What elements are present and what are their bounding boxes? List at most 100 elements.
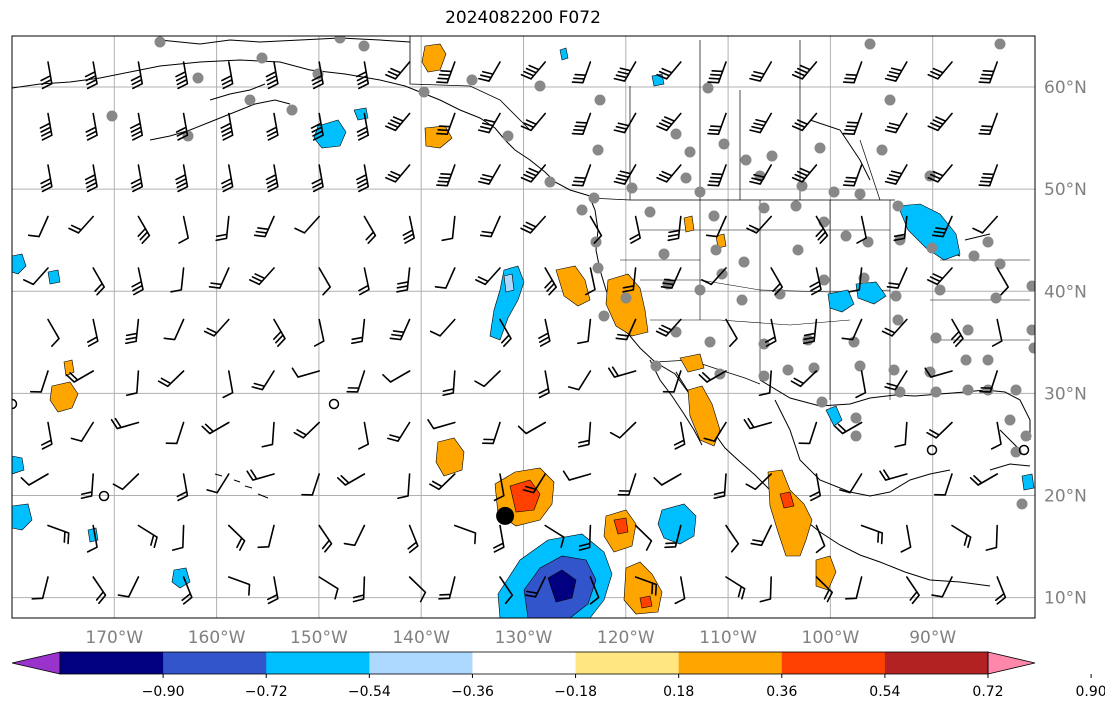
- wind-barb: [703, 421, 727, 442]
- wind-barb: [608, 366, 637, 378]
- station-dot: [502, 130, 514, 142]
- station-dot: [740, 154, 752, 166]
- wind-barb: [656, 61, 682, 80]
- wind-barb: [664, 524, 682, 549]
- wind-barb: [951, 524, 972, 549]
- wind-barb: [47, 524, 70, 545]
- wind-barb: [749, 61, 772, 82]
- wind-barb: [397, 473, 411, 500]
- station-dot: [994, 38, 1006, 50]
- lat-label: 10°N: [1044, 589, 1087, 609]
- wind-barb: [396, 267, 411, 293]
- wind-barb: [165, 421, 185, 445]
- wind-barb: [855, 370, 867, 399]
- station-dot: [960, 354, 972, 366]
- wind-barb: [222, 370, 234, 399]
- wind-barb: [750, 524, 772, 547]
- wind-barb: [522, 473, 546, 494]
- station-dot: [650, 360, 662, 372]
- wind-barb: [589, 576, 600, 605]
- wind-barb: [407, 524, 419, 554]
- wind-barb: [246, 469, 275, 481]
- plot-frame: [11, 35, 1036, 619]
- wind-barb: [585, 267, 596, 296]
- colorbar-tick-label: 0.36: [766, 684, 797, 700]
- wind-barb: [274, 629, 286, 655]
- wind-barb: [931, 215, 953, 238]
- station-dot: [594, 94, 606, 106]
- lon-label: 150°W: [290, 628, 348, 648]
- station-dot: [782, 364, 794, 376]
- wind-barb: [701, 267, 727, 286]
- wind-barb: [358, 267, 370, 296]
- wind-barb: [318, 267, 331, 296]
- anomaly-contours: [12, 43, 1035, 618]
- wind-barb: [402, 215, 415, 244]
- station-dot: [850, 412, 862, 424]
- station-dot: [894, 386, 906, 398]
- wind-barb: [860, 524, 884, 545]
- wind-barb: [221, 61, 234, 90]
- wind-barb: [538, 370, 550, 399]
- wind-barb: [713, 473, 727, 500]
- wind-barb: [571, 112, 592, 135]
- colorbar-tick-label: 0.90: [1076, 684, 1105, 700]
- wind-barb: [884, 112, 908, 134]
- wind-barb: [841, 318, 863, 341]
- station-dot: [670, 326, 682, 338]
- wind-barb: [125, 370, 140, 397]
- station-dot: [418, 86, 430, 98]
- station-dot: [814, 142, 826, 154]
- colorbar-tick-label: 0.72: [972, 684, 1003, 700]
- station-dot: [854, 360, 866, 372]
- wind-barb: [499, 576, 514, 605]
- wind-barb: [839, 473, 863, 494]
- wind-barb: [634, 524, 653, 551]
- station-dot: [962, 324, 974, 336]
- station-dot: [924, 366, 936, 378]
- lon-label: 130°W: [495, 628, 553, 648]
- wind-barb: [310, 112, 324, 141]
- wind-barb: [441, 215, 456, 242]
- wind-barb: [23, 267, 49, 286]
- wind-barb: [176, 473, 189, 502]
- wind-barb: [931, 576, 953, 598]
- wind-barb: [228, 576, 251, 596]
- wind-barb: [991, 318, 1003, 347]
- wind-barb: [427, 418, 456, 430]
- wind-barb: [656, 112, 682, 132]
- colorbar-segment: [60, 652, 164, 674]
- wind-barb: [524, 576, 546, 598]
- station-dot: [334, 36, 346, 44]
- colorbar-segment: [266, 652, 370, 674]
- wind-barb: [667, 215, 682, 242]
- wind-barb: [343, 524, 366, 547]
- station-dot: [808, 362, 820, 374]
- wind-barb: [609, 421, 637, 439]
- wind-barb: [653, 473, 682, 486]
- wind-barb: [969, 473, 998, 486]
- station-dot: [626, 182, 638, 194]
- wind-barb: [356, 61, 370, 90]
- station-dot: [1004, 414, 1016, 426]
- colorbar-segment: [781, 652, 886, 674]
- wind-barb: [311, 164, 324, 193]
- wind-barb: [273, 318, 286, 347]
- colorbar-segment: [163, 652, 267, 674]
- wind-barb: [84, 164, 98, 193]
- station-dot: [968, 250, 980, 262]
- wind-barb: [112, 473, 140, 491]
- wind-barb: [985, 524, 998, 551]
- wind-barb: [389, 318, 411, 341]
- wind-barb: [454, 524, 477, 545]
- wind-barb: [221, 164, 234, 193]
- wind-barb: [698, 370, 727, 383]
- colorbar-segment: [369, 652, 473, 674]
- station-dot: [680, 172, 692, 184]
- station-dot: [598, 310, 610, 322]
- wind-barb: [791, 164, 818, 183]
- wind-barb: [85, 112, 98, 141]
- wind-barb: [92, 576, 107, 605]
- wind-barb: [622, 267, 637, 293]
- wind-barb: [655, 318, 682, 337]
